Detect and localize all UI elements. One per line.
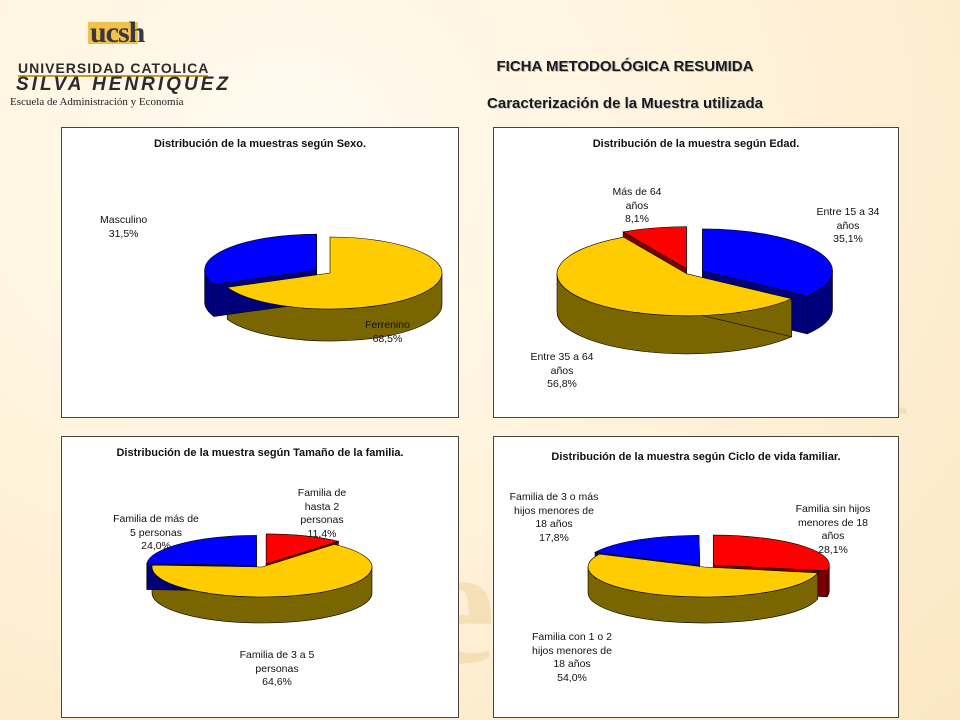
pie-slice-blue (204, 233, 317, 285)
pie-slice-red (265, 533, 340, 565)
slice-label-text: Familia de más de 5 personas (113, 513, 199, 539)
slice-label-text: Familia con 1 o 2 hijos menores de 18 añ… (532, 631, 612, 671)
logo-name: SILVA HENRIQUEZ (16, 74, 231, 95)
pie-chart-edad (556, 226, 833, 355)
slice-label-3-o-mas-hijos: Familia de 3 o más hijos menores de 18 a… (508, 491, 600, 546)
logo-university: UNIVERSIDAD CATOLICA (18, 60, 210, 76)
slice-label-1-o-2-hijos: Familia con 1 o 2 hijos menores de 18 añ… (530, 631, 614, 686)
chart-panel-ciclo-vida: Distribución de la muestra según Ciclo d… (493, 436, 899, 718)
chart-title: Distribución de la muestra según Tamaño … (116, 447, 404, 459)
pie-slice-yellow (151, 544, 373, 598)
slice-label-value: 24,0% (141, 540, 171, 553)
slice-label-text: Familia de 3 o más hijos menores de 18 a… (509, 491, 599, 531)
pie-slice-blue (702, 228, 833, 297)
pie-slice-blue (146, 535, 257, 566)
chart-panel-sexo: Distribución de la muestras según Sexo. … (61, 127, 459, 418)
slice-label-value: 28,1% (818, 543, 848, 556)
slice-label-text: Familia sin hijos menores de 18 años (795, 503, 871, 543)
chart-title: Distribución de la muestra según Edad. (592, 138, 800, 150)
pie-chart-sexo (204, 233, 443, 342)
pie-chart-tamano-familia (146, 533, 373, 624)
logo-short: ucsh (90, 16, 145, 49)
pie-slice-blue (594, 534, 701, 566)
slice-label-masculino: Masculino 31,5% (100, 214, 147, 241)
slice-label-value: 64,6% (262, 676, 292, 689)
pie-slice-red (712, 534, 830, 572)
slice-label-text: Más de 64 años (612, 186, 662, 212)
logo-school: Escuela de Administración y Economía (10, 96, 184, 108)
chart-title: Distribución de la muestra según Ciclo d… (551, 451, 841, 463)
slice-label-text: Ferrenino (365, 319, 410, 331)
slice-label-value: 54,0% (557, 671, 587, 684)
slice-label-15-34: Entre 15 a 34 años 35,1% (806, 206, 890, 247)
slice-label-mas-de-5: Familia de más de 5 personas 24,0% (112, 513, 200, 554)
chart-panel-edad: Distribución de la muestra según Edad. M… (493, 127, 899, 418)
pie-chart-ciclo-vida (587, 534, 830, 624)
page-title: FICHA METODOLÓGICA RESUMIDA (496, 58, 754, 75)
chart-title: Distribución de la muestras según Sexo. (153, 138, 367, 150)
slice-label-text: Entre 15 a 34 años (816, 206, 880, 232)
slice-label-text: Familia de 3 a 5 personas (239, 649, 315, 675)
logo-rule (18, 75, 208, 77)
slice-label-sin-hijos: Familia sin hijos menores de 18 años 28,… (790, 503, 876, 558)
chart-panel-tamano-familia: Distribución de la muestra según Tamaño … (61, 436, 459, 718)
slice-label-text: Entre 35 a 64 años (530, 351, 594, 377)
university-logo: ucsh UNIVERSIDAD CATOLICA SILVA HENRIQUE… (6, 8, 232, 108)
slice-label-mas-de-64: Más de 64 años 8,1% (602, 186, 672, 227)
slice-label-value: 35,1% (833, 233, 863, 246)
slice-label-value: 56,8% (547, 378, 577, 391)
pie-slice-red (622, 226, 687, 270)
slice-label-value: 68,5% (372, 332, 403, 345)
slice-label-value: 8,1% (625, 213, 649, 226)
pie-slice-yellow (556, 236, 793, 317)
pie-slice-yellow (587, 553, 819, 598)
slice-label-35-64: Entre 35 a 64 años 56,8% (524, 351, 600, 392)
slice-label-hasta-2: Familia de hasta 2 personas 11,4% (284, 487, 360, 542)
slice-label-value: 31,5% (108, 227, 139, 240)
slice-label-value: 11,4% (307, 527, 337, 540)
slice-label-text: Familia de hasta 2 personas (297, 487, 347, 527)
slice-label-value: 17,8% (539, 531, 569, 544)
pie-slice-yellow (226, 236, 443, 310)
page-subtitle: Caracterización de la Muestra utilizada (487, 95, 763, 112)
slice-label-text: Masculino (100, 214, 148, 226)
slice-label-3-a-5: Familia de 3 a 5 personas 64,6% (234, 649, 320, 690)
slice-label-femenino: Ferrenino 68,5% (365, 319, 410, 346)
